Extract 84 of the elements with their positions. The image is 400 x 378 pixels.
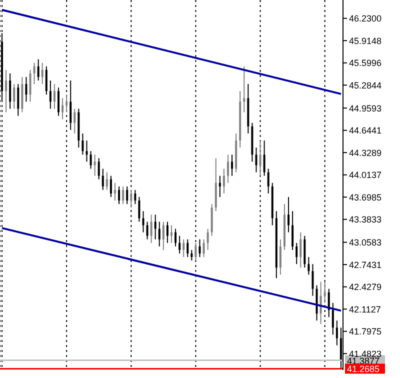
y-tick-label: 44.6441 xyxy=(349,126,382,136)
candlestick xyxy=(94,154,96,176)
candlestick xyxy=(218,175,221,198)
candlestick xyxy=(122,186,124,205)
candlestick xyxy=(138,196,140,222)
candlestick xyxy=(259,140,262,176)
candlestick xyxy=(146,221,148,240)
y-tick-label: 42.1127 xyxy=(349,304,381,314)
candlestick xyxy=(5,69,8,113)
candlestick xyxy=(118,186,120,205)
candlestick xyxy=(288,196,290,233)
candlestick xyxy=(134,189,136,205)
candlestick xyxy=(98,158,100,180)
candlestick xyxy=(231,154,234,176)
candlestick xyxy=(300,232,302,268)
candlestick xyxy=(70,80,72,130)
y-tick-label: 44.3289 xyxy=(349,148,382,158)
y-tick-label: 46.2300 xyxy=(349,14,382,24)
y-tick-label: 43.3833 xyxy=(349,214,382,225)
candlestick xyxy=(194,242,197,262)
candlestick xyxy=(255,147,258,173)
y-tick-label: 41.7975 xyxy=(349,326,382,337)
candlestick xyxy=(142,210,144,233)
candlestick xyxy=(58,87,60,116)
candlestick xyxy=(158,221,160,247)
candlestick xyxy=(110,175,112,198)
candlestick xyxy=(45,66,48,96)
candlestick xyxy=(174,228,177,247)
candlestick xyxy=(332,302,334,336)
candlestick xyxy=(49,80,52,110)
candlestick xyxy=(202,238,205,258)
candlestick xyxy=(126,186,128,205)
candlestick xyxy=(267,168,270,194)
candlestick xyxy=(222,168,225,194)
candlestick xyxy=(182,238,185,258)
candlestick xyxy=(9,72,12,110)
candlestick xyxy=(53,84,56,110)
y-tick-label: 45.5996 xyxy=(349,58,382,68)
candlestick xyxy=(226,154,229,184)
candlestick xyxy=(130,189,132,208)
candlestick xyxy=(178,235,181,254)
candlestick xyxy=(324,281,326,304)
candlestick xyxy=(90,150,92,170)
candlestick xyxy=(296,242,298,265)
candlestick xyxy=(170,224,172,244)
candlestick xyxy=(102,168,104,190)
candlestick xyxy=(190,249,193,262)
candlestick xyxy=(206,228,209,250)
candlestick xyxy=(25,76,28,102)
candlestick xyxy=(150,214,152,244)
candlestick xyxy=(62,98,64,120)
y-tick-label: 42.7431 xyxy=(349,260,382,270)
candlestick xyxy=(41,62,44,85)
candlestick xyxy=(37,58,40,81)
candlestick xyxy=(29,69,32,102)
candlestick xyxy=(292,210,294,250)
candlestick xyxy=(162,221,164,250)
y-tick-label: 42.4279 xyxy=(349,282,382,292)
candlestick xyxy=(66,94,68,113)
candlestick xyxy=(154,214,156,240)
candlestick xyxy=(82,132,84,156)
candlestick xyxy=(33,62,36,85)
y-tick-label: 43.0583 xyxy=(349,238,382,248)
ref-line-label: 41.2685 xyxy=(347,364,380,374)
y-tick-label: 45.2844 xyxy=(349,80,382,90)
candlestick xyxy=(166,221,168,244)
candlestick xyxy=(86,140,88,162)
candlestick xyxy=(308,256,310,276)
candlestick xyxy=(198,238,201,258)
candlestick xyxy=(279,238,282,276)
candlestick xyxy=(243,66,246,113)
candlestick xyxy=(312,264,314,296)
candlestick xyxy=(13,84,16,110)
candlestick xyxy=(263,140,266,176)
candlestick xyxy=(336,320,338,346)
candlestick xyxy=(74,108,76,134)
y-tick-label: 44.0137 xyxy=(349,170,382,180)
candlestick xyxy=(106,172,108,190)
candlestick xyxy=(186,238,189,258)
candlestick xyxy=(17,84,20,116)
candlestick xyxy=(114,182,116,202)
y-tick-label: 45.9148 xyxy=(349,36,382,46)
y-tick-label: 44.9593 xyxy=(349,103,382,114)
y-tick-label: 43.6985 xyxy=(349,192,382,202)
